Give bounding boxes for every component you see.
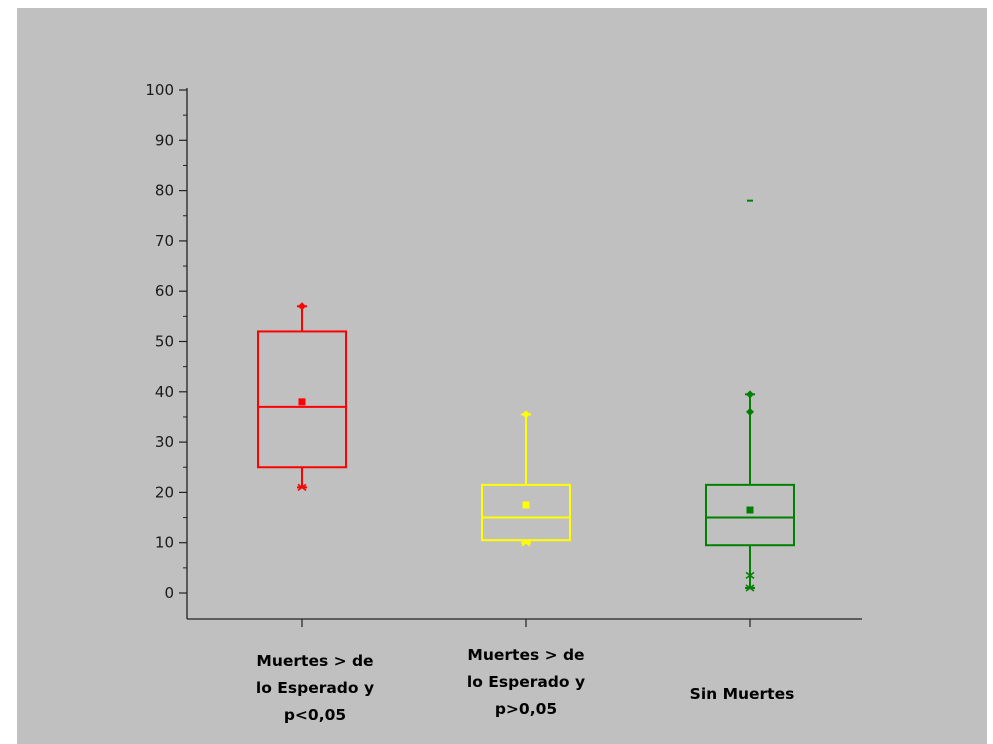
box-group	[705, 199, 795, 592]
outlier-marker	[745, 571, 755, 580]
min-marker	[745, 584, 755, 592]
mean-marker	[298, 398, 306, 406]
y-tick-label: 20	[155, 483, 174, 501]
mean-marker	[746, 506, 754, 514]
category-label: Muertes > de lo Esperado y p<0,05	[256, 652, 374, 724]
max-marker	[298, 302, 306, 311]
category-label-line: lo Esperado y	[256, 679, 374, 697]
y-tick-label: 40	[155, 383, 174, 401]
min-marker	[297, 483, 307, 492]
y-tick-label: 80	[155, 182, 174, 200]
category-label: Muertes > de lo Esperado y p>0,05	[467, 646, 585, 718]
box-iqr	[705, 483, 795, 547]
max-marker	[746, 390, 754, 399]
category-label-line: p>0,05	[495, 700, 557, 718]
chart-canvas: 0 10 20 30 40 50 60 70 80 90 100 Muertes > de lo Es…	[145, 81, 862, 724]
y-tick-label: 70	[155, 232, 174, 250]
box-iqr	[257, 330, 347, 469]
y-tick-label: 100	[145, 81, 174, 99]
mean-marker	[522, 501, 530, 509]
category-label-line: Sin Muertes	[690, 685, 795, 703]
category-label-line: p<0,05	[284, 706, 346, 724]
category-label-line: lo Esperado y	[467, 673, 585, 691]
y-tick-label: 50	[155, 333, 174, 351]
y-tick-label: 0	[164, 584, 174, 602]
outlier-marker	[746, 407, 754, 416]
y-tick-label: 30	[155, 433, 174, 451]
axes: 0 10 20 30 40 50 60 70 80 90 100	[145, 81, 862, 627]
category-label: Sin Muertes	[690, 685, 795, 703]
y-tick-label: 60	[155, 282, 174, 300]
box-group	[257, 302, 347, 492]
max-marker	[522, 410, 530, 419]
category-label-line: Muertes > de	[256, 652, 373, 670]
y-tick-label: 90	[155, 131, 174, 149]
boxes	[257, 199, 795, 592]
category-label-line: Muertes > de	[467, 646, 584, 664]
box-group	[481, 410, 571, 547]
box-plot-chart: 0 10 20 30 40 50 60 70 80 90 100 Muertes > de lo Es…	[17, 8, 987, 744]
y-tick-label: 10	[155, 534, 174, 552]
min-marker	[521, 539, 531, 547]
box-iqr	[481, 483, 571, 542]
